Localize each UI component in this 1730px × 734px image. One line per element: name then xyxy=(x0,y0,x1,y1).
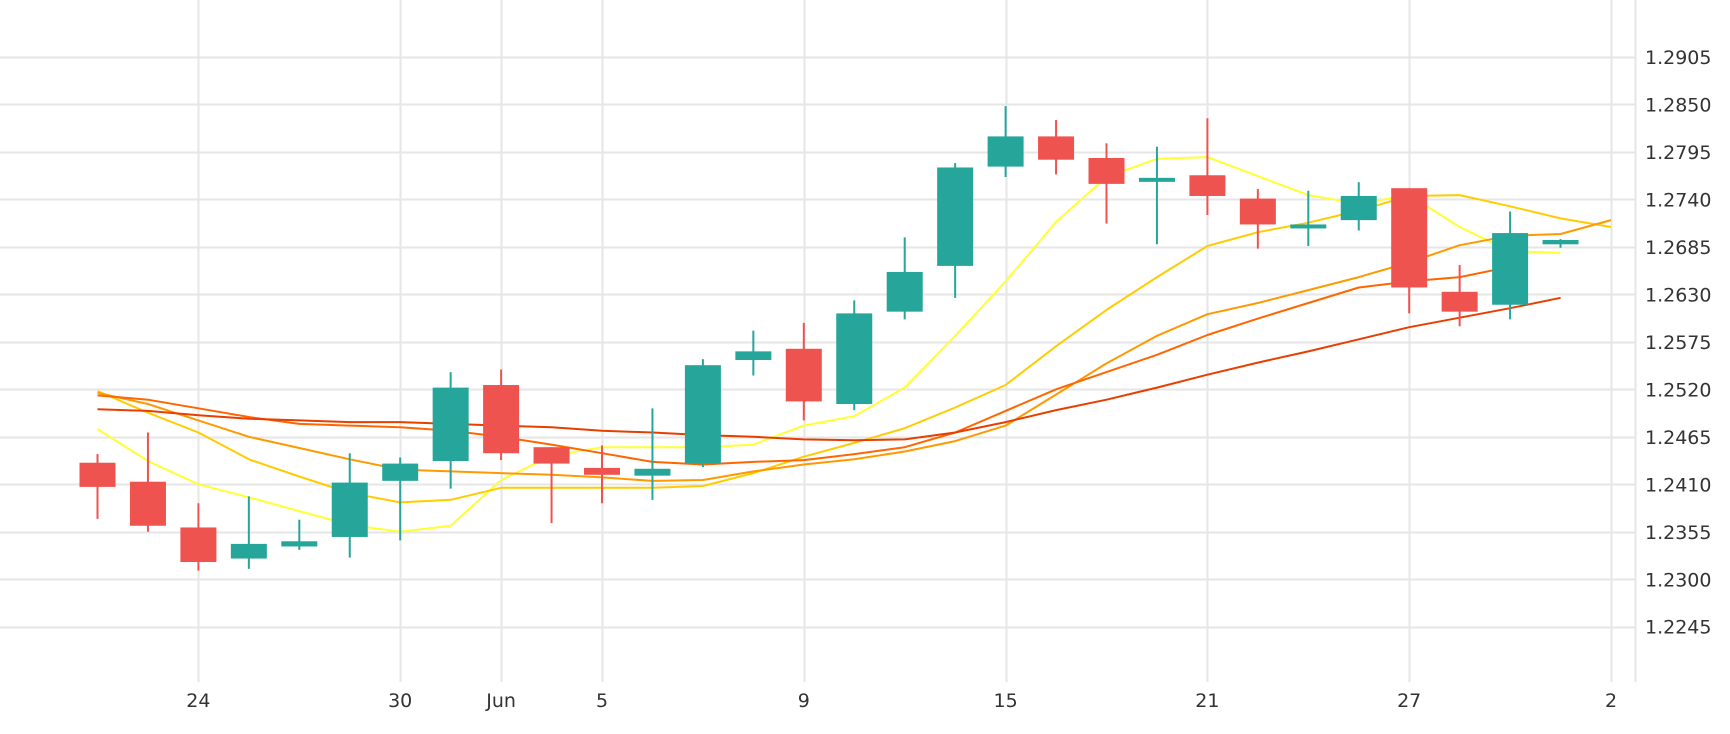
candle xyxy=(230,496,267,569)
candle-body xyxy=(432,387,469,461)
grid-lines xyxy=(0,0,1637,682)
x-tick-label: 2 xyxy=(1605,690,1617,712)
candle xyxy=(1542,239,1579,248)
candle xyxy=(1492,211,1529,320)
y-tick-label: 1.2465 xyxy=(1645,427,1711,449)
candle-body xyxy=(735,351,772,360)
candle-body xyxy=(1189,175,1226,196)
candle-body xyxy=(79,462,116,487)
y-tick-label: 1.2905 xyxy=(1645,47,1711,69)
y-tick-label: 1.2740 xyxy=(1645,189,1711,211)
moving-average-line xyxy=(97,265,1511,466)
candle xyxy=(1290,190,1327,247)
y-tick-label: 1.2850 xyxy=(1645,94,1711,116)
candle xyxy=(886,237,923,320)
y-tick-label: 1.2355 xyxy=(1645,522,1711,544)
candle-body xyxy=(483,385,520,454)
candle-body xyxy=(684,365,721,464)
candle xyxy=(1239,189,1276,249)
candle-body xyxy=(836,313,873,405)
candle xyxy=(987,106,1024,177)
x-tick-label: 30 xyxy=(388,690,412,712)
y-axis-labels: 1.2905 1.2850 1.2795 1.2740 1.2685 1.2630 1.25… xyxy=(1645,47,1711,639)
candle xyxy=(1138,146,1175,245)
candle-body xyxy=(1340,195,1377,221)
candle-body xyxy=(129,481,166,526)
candle-body xyxy=(180,527,217,563)
y-tick-label: 1.2300 xyxy=(1645,569,1711,591)
candle-body xyxy=(937,167,974,266)
y-tick-label: 1.2630 xyxy=(1645,284,1711,306)
candle-body xyxy=(1441,291,1478,312)
candle xyxy=(79,454,116,519)
candle-body xyxy=(331,482,368,537)
candle-body xyxy=(533,447,570,464)
candle-body xyxy=(1138,177,1175,182)
candle xyxy=(180,503,217,571)
candle-body xyxy=(281,541,318,547)
candle-body xyxy=(1542,239,1579,245)
candle xyxy=(483,369,520,461)
candle xyxy=(836,300,873,411)
candle xyxy=(937,163,974,298)
candle-body xyxy=(1088,157,1125,184)
y-tick-label: 1.2410 xyxy=(1645,474,1711,496)
candle xyxy=(1038,119,1075,175)
x-tick-label: 5 xyxy=(596,690,608,712)
x-tick-label: 9 xyxy=(798,690,810,712)
x-tick-label: 21 xyxy=(1195,690,1219,712)
candle-body xyxy=(1391,188,1428,288)
x-tick-label: Jun xyxy=(485,690,516,712)
candle xyxy=(684,359,721,468)
candle-body xyxy=(584,467,620,475)
candle xyxy=(281,519,318,550)
y-tick-label: 1.2795 xyxy=(1645,142,1711,164)
candle-body xyxy=(1492,233,1529,305)
y-tick-label: 1.2685 xyxy=(1645,237,1711,259)
candle xyxy=(533,447,570,524)
candle-body xyxy=(1038,136,1075,160)
x-tick-label: 15 xyxy=(994,690,1018,712)
candle xyxy=(634,408,671,500)
candle xyxy=(382,457,419,541)
y-tick-label: 1.2520 xyxy=(1645,379,1711,401)
candle xyxy=(1391,188,1428,314)
candle-body xyxy=(634,468,671,476)
candle xyxy=(735,330,772,376)
candle xyxy=(432,372,469,489)
candle xyxy=(129,432,166,532)
candle-body xyxy=(230,543,267,559)
candle-body xyxy=(1290,224,1327,229)
moving-average-line xyxy=(97,296,1561,442)
candle xyxy=(1189,118,1226,215)
candle-body xyxy=(886,271,923,312)
x-tick-label: 24 xyxy=(186,690,210,712)
candle xyxy=(1441,265,1478,327)
candle xyxy=(1340,182,1377,231)
candles xyxy=(79,106,1579,571)
candle-body xyxy=(1239,198,1276,225)
y-tick-label: 1.2245 xyxy=(1645,617,1711,639)
y-tick-label: 1.2575 xyxy=(1645,332,1711,354)
candle-body xyxy=(785,348,822,402)
candle xyxy=(1088,143,1125,224)
candle xyxy=(584,445,620,504)
candle xyxy=(331,453,368,558)
candle-body xyxy=(382,463,419,481)
candle xyxy=(785,322,822,421)
candle-body xyxy=(987,136,1024,167)
x-tick-label: 27 xyxy=(1397,690,1421,712)
x-axis-labels: 24 30 Jun 5 9 15 21 27 2 xyxy=(186,690,1617,712)
